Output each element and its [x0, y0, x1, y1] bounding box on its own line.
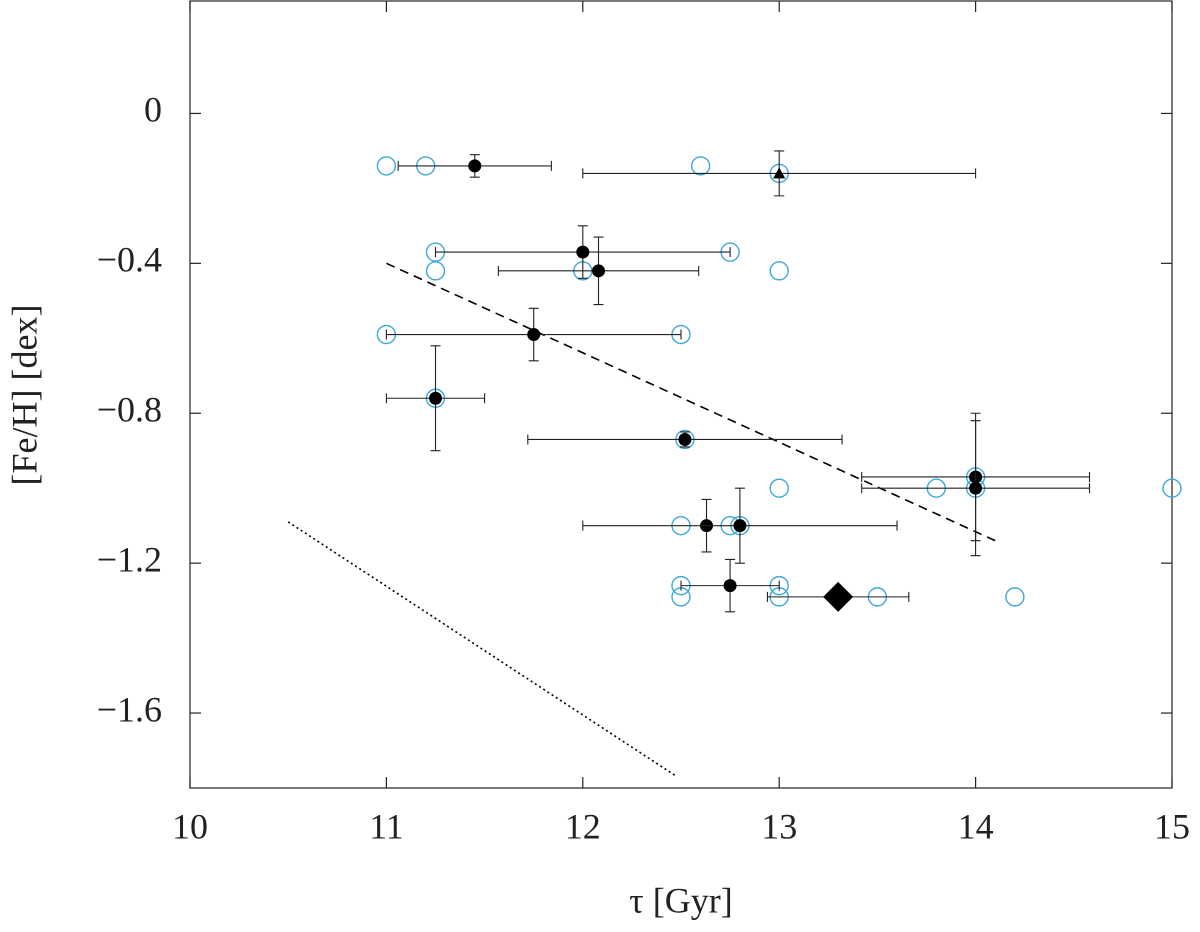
x-tick-label: 13 — [761, 806, 797, 846]
x-tick-label: 12 — [565, 806, 601, 846]
y-axis-label: [Fe/H] [dex] — [4, 305, 44, 486]
x-axis-label: τ [Gyr] — [629, 880, 732, 920]
trend-line — [287, 521, 678, 778]
y-tick-label: −1.6 — [97, 689, 162, 729]
y-tick-label: 0 — [144, 90, 162, 130]
y-tick-label: −0.4 — [97, 240, 162, 280]
x-tick-label: 15 — [1154, 806, 1190, 846]
point — [468, 159, 482, 173]
open-point — [1162, 478, 1182, 498]
point — [527, 328, 541, 342]
x-tick-label: 10 — [172, 806, 208, 846]
point — [678, 432, 692, 446]
y-tick-label: −0.8 — [97, 390, 162, 430]
point — [429, 391, 442, 405]
open-point — [425, 261, 446, 281]
open-point — [690, 156, 711, 176]
x-tick-label: 14 — [958, 806, 994, 846]
point — [733, 519, 747, 533]
trend-line — [386, 262, 996, 542]
point — [969, 481, 983, 495]
y-tick-label: −1.2 — [97, 539, 162, 579]
diamond-point — [823, 581, 854, 612]
plot-frame — [189, 0, 1173, 789]
open-point — [1005, 587, 1025, 607]
open-point — [376, 156, 397, 176]
open-point — [769, 478, 789, 498]
x-tick-label: 11 — [369, 806, 404, 846]
point — [723, 579, 737, 593]
point — [576, 245, 590, 259]
triangle-point — [773, 167, 786, 179]
open-point — [769, 261, 789, 281]
point — [592, 264, 606, 278]
